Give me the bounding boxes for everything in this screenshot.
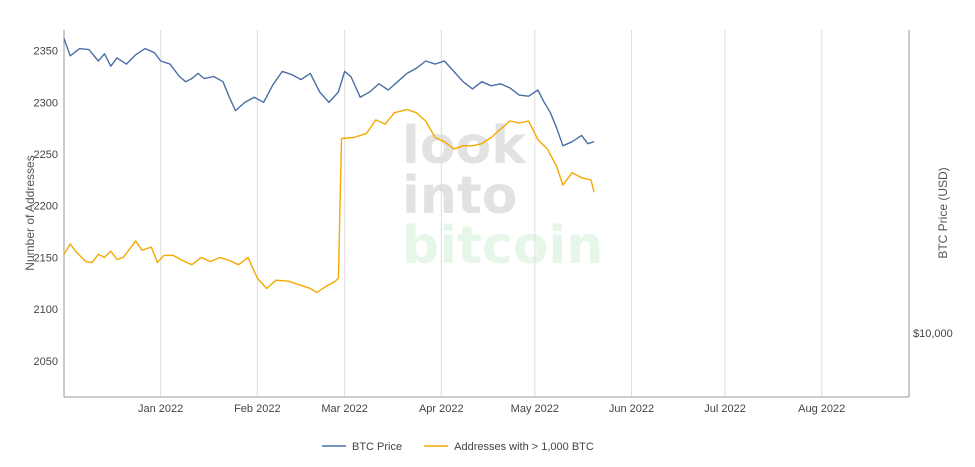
y-tick-label: 2150 — [34, 252, 58, 264]
x-tick-label: Aug 2022 — [798, 403, 845, 415]
watermark-word: bitcoin — [402, 216, 603, 276]
x-tick-label: Jun 2022 — [609, 403, 654, 415]
x-tick-label: Jul 2022 — [704, 403, 746, 415]
x-axis-ticks: Jan 2022 Feb 2022 Mar 2022 Apr 2022 May 2022… — [138, 403, 845, 415]
y-tick-label: 2100 — [34, 304, 58, 316]
watermark-word: into — [402, 166, 517, 226]
y2-axis-label: BTC Price (USD) — [936, 167, 950, 258]
series-line — [63, 108, 595, 294]
y-tick-label: 2350 — [34, 46, 58, 58]
series-lines — [63, 38, 595, 294]
gridlines — [160, 30, 823, 397]
axes — [63, 30, 910, 398]
y-tick-label: 2200 — [34, 201, 58, 213]
x-tick-label: Mar 2022 — [321, 403, 367, 415]
y-axis-label: Number of Addresses — [23, 155, 37, 270]
series-line — [63, 38, 595, 147]
x-tick-label: May 2022 — [511, 403, 559, 415]
y-tick-label: 2050 — [34, 356, 58, 368]
y-tick-label: 2300 — [34, 97, 58, 109]
y2-axis-ticks: $10,000 — [913, 328, 953, 340]
legend-label: BTC Price — [352, 441, 402, 453]
y-axis-ticks: 2050 2100 2150 2200 2250 2300 2350 — [34, 46, 58, 368]
x-tick-label: Jan 2022 — [138, 403, 183, 415]
legend-label: Addresses with > 1,000 BTC — [454, 441, 594, 453]
y-tick-label: 2250 — [34, 149, 58, 161]
x-tick-label: Apr 2022 — [419, 403, 464, 415]
x-tick-label: Feb 2022 — [234, 403, 280, 415]
y2-tick-label: $10,000 — [913, 328, 953, 340]
legend: BTC Price Addresses with > 1,000 BTC — [322, 441, 594, 453]
